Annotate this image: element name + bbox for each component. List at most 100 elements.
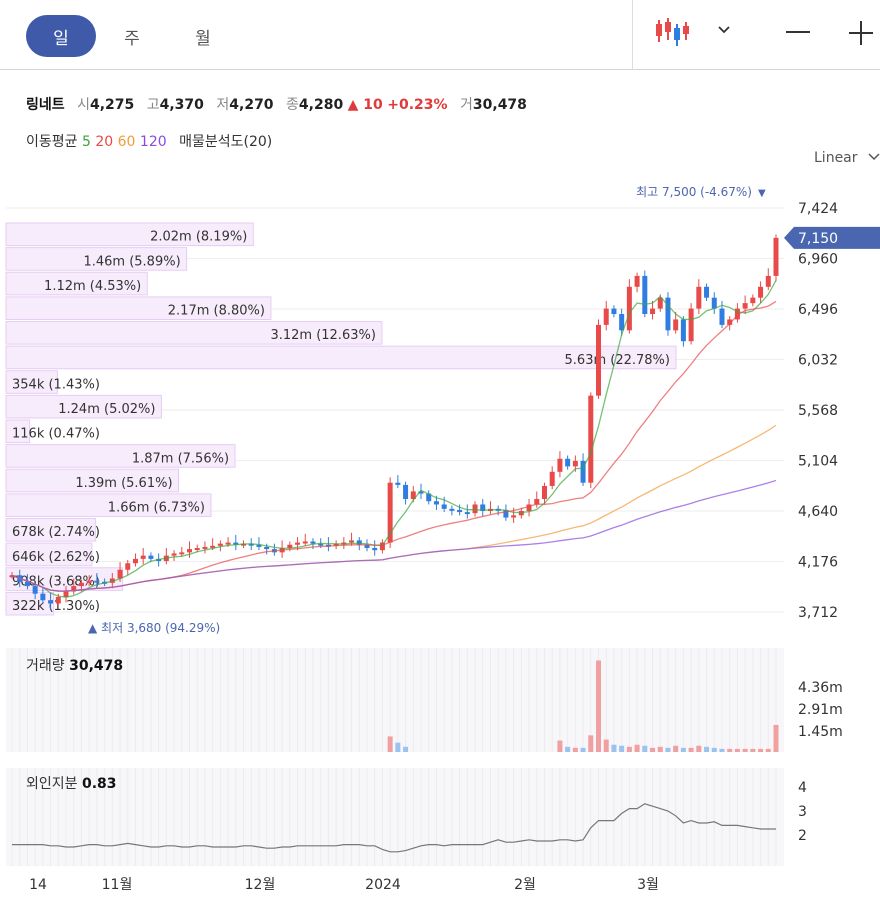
candle-body [727, 319, 733, 325]
volume-bar [596, 660, 602, 752]
zoom-out-icon[interactable] [786, 31, 810, 33]
stock-name: 링네트 [26, 97, 65, 113]
candle-body [719, 308, 725, 325]
candle-body [742, 303, 748, 309]
volume-profile-label: 2.17m (8.80%) [168, 304, 265, 319]
chevron-down-icon[interactable] [717, 22, 731, 36]
volume-bar [758, 748, 764, 752]
volume-bar [387, 736, 393, 752]
ma-120: 120 [139, 134, 167, 150]
candle-body [472, 504, 478, 514]
candle-body [202, 546, 208, 549]
volume-value: 30,478 [472, 97, 527, 113]
volume-bar [711, 747, 717, 752]
price-chart[interactable]: 7,424 6,960 6,496 6,032 5,568 5,104 4,640 4,176… [0, 170, 880, 909]
candle-body [264, 546, 270, 550]
ownership-tick-label: 2 [798, 828, 807, 844]
candle-body [248, 543, 254, 546]
ownership-tick-label: 3 [798, 804, 807, 820]
price-tick-label: 6,960 [798, 252, 838, 268]
candles [9, 234, 779, 609]
candle-body [688, 308, 694, 342]
volume-profile-bar [5, 493, 212, 517]
volume-bar [650, 747, 656, 752]
candle-body [711, 297, 717, 309]
candle-body [132, 558, 138, 564]
volume-panel-value: 30,478 [69, 658, 124, 674]
candle-body [78, 582, 84, 587]
volume-profile-bar [5, 394, 162, 419]
candle-body [117, 569, 123, 579]
volume-label: 거 [460, 97, 473, 113]
candle-body [696, 286, 702, 309]
volume-bar [395, 742, 401, 752]
volume-bar [734, 748, 740, 752]
candle-body [565, 458, 571, 467]
price-change-pct: +0.23% [387, 97, 448, 113]
volume-bar [704, 746, 710, 752]
candle-body [310, 541, 316, 544]
toolbar: 일 주 월 [0, 0, 880, 70]
high-value: 4,370 [159, 97, 204, 113]
volume-profile-bar [5, 370, 58, 394]
candle-body [225, 542, 231, 545]
max-marker-icon: ▼ [758, 188, 766, 199]
volume-profile-bar [5, 419, 31, 444]
volume-bar [572, 747, 578, 752]
toolbar-divider [632, 0, 633, 70]
candle-body [418, 491, 424, 494]
candle-body [773, 237, 779, 276]
min-price-label: ▲ 최저 3,680 (94.29%) [88, 621, 220, 635]
ma-20: 20 [95, 134, 114, 150]
candle-body [588, 395, 594, 483]
volume-profile-bar [5, 271, 148, 296]
candle-body [464, 512, 470, 515]
tab-monthly[interactable]: 월 [195, 28, 211, 49]
scale-selector[interactable]: Linear [814, 150, 880, 166]
candle-body [356, 540, 362, 545]
candle-body [210, 545, 216, 548]
candle-body [48, 600, 54, 604]
candle-body [457, 509, 463, 513]
price-tick-label: 4,176 [798, 555, 838, 571]
candle-body [379, 542, 385, 551]
ma-120-line [11, 479, 777, 592]
candle-body [603, 308, 609, 325]
candlestick-icon[interactable] [654, 16, 690, 48]
tab-weekly[interactable]: 주 [124, 28, 140, 49]
ownership-tick-label: 4 [798, 780, 807, 796]
volume-bar [765, 748, 771, 752]
candle-body [403, 484, 409, 500]
tab-daily[interactable]: 일 [26, 15, 96, 57]
candle-body [626, 286, 632, 331]
candle-body [680, 319, 686, 342]
candle-body [534, 499, 540, 505]
volume-profile-bar [5, 345, 677, 370]
indicator-legend[interactable]: 이동평균 5 20 60 120 매물분석도(20) [26, 131, 272, 151]
candle-body [171, 553, 177, 556]
candle-body [572, 460, 578, 467]
candle-body [518, 511, 524, 516]
volume-profile-label: 1.66m (6.73%) [108, 501, 205, 516]
ma-5: 5 [81, 134, 91, 150]
volume-bar [565, 746, 571, 752]
volume-profile-bar [5, 247, 188, 271]
volume-tick-label: 4.36m [798, 680, 843, 696]
price-tick-label: 6,032 [798, 353, 838, 369]
candle-body [372, 548, 378, 551]
chevron-down-icon [868, 153, 880, 161]
volume-bar [619, 745, 625, 752]
candle-body [541, 485, 547, 500]
candle-body [511, 515, 517, 518]
x-axis-tick-label: 11월 [102, 877, 133, 893]
candle-body [125, 563, 131, 570]
volume-profile-label: 354k (1.43%) [12, 377, 100, 392]
volume-profile-label: 1.39m (5.61%) [75, 476, 172, 491]
candle-body [433, 501, 439, 505]
current-price-label: 7,150 [798, 231, 838, 247]
candle-body [750, 297, 756, 304]
candle-body [140, 555, 146, 559]
candle-body [441, 504, 447, 509]
volume-profile-label: 5.63m (22.78%) [565, 353, 670, 368]
volume-bar [657, 746, 663, 752]
